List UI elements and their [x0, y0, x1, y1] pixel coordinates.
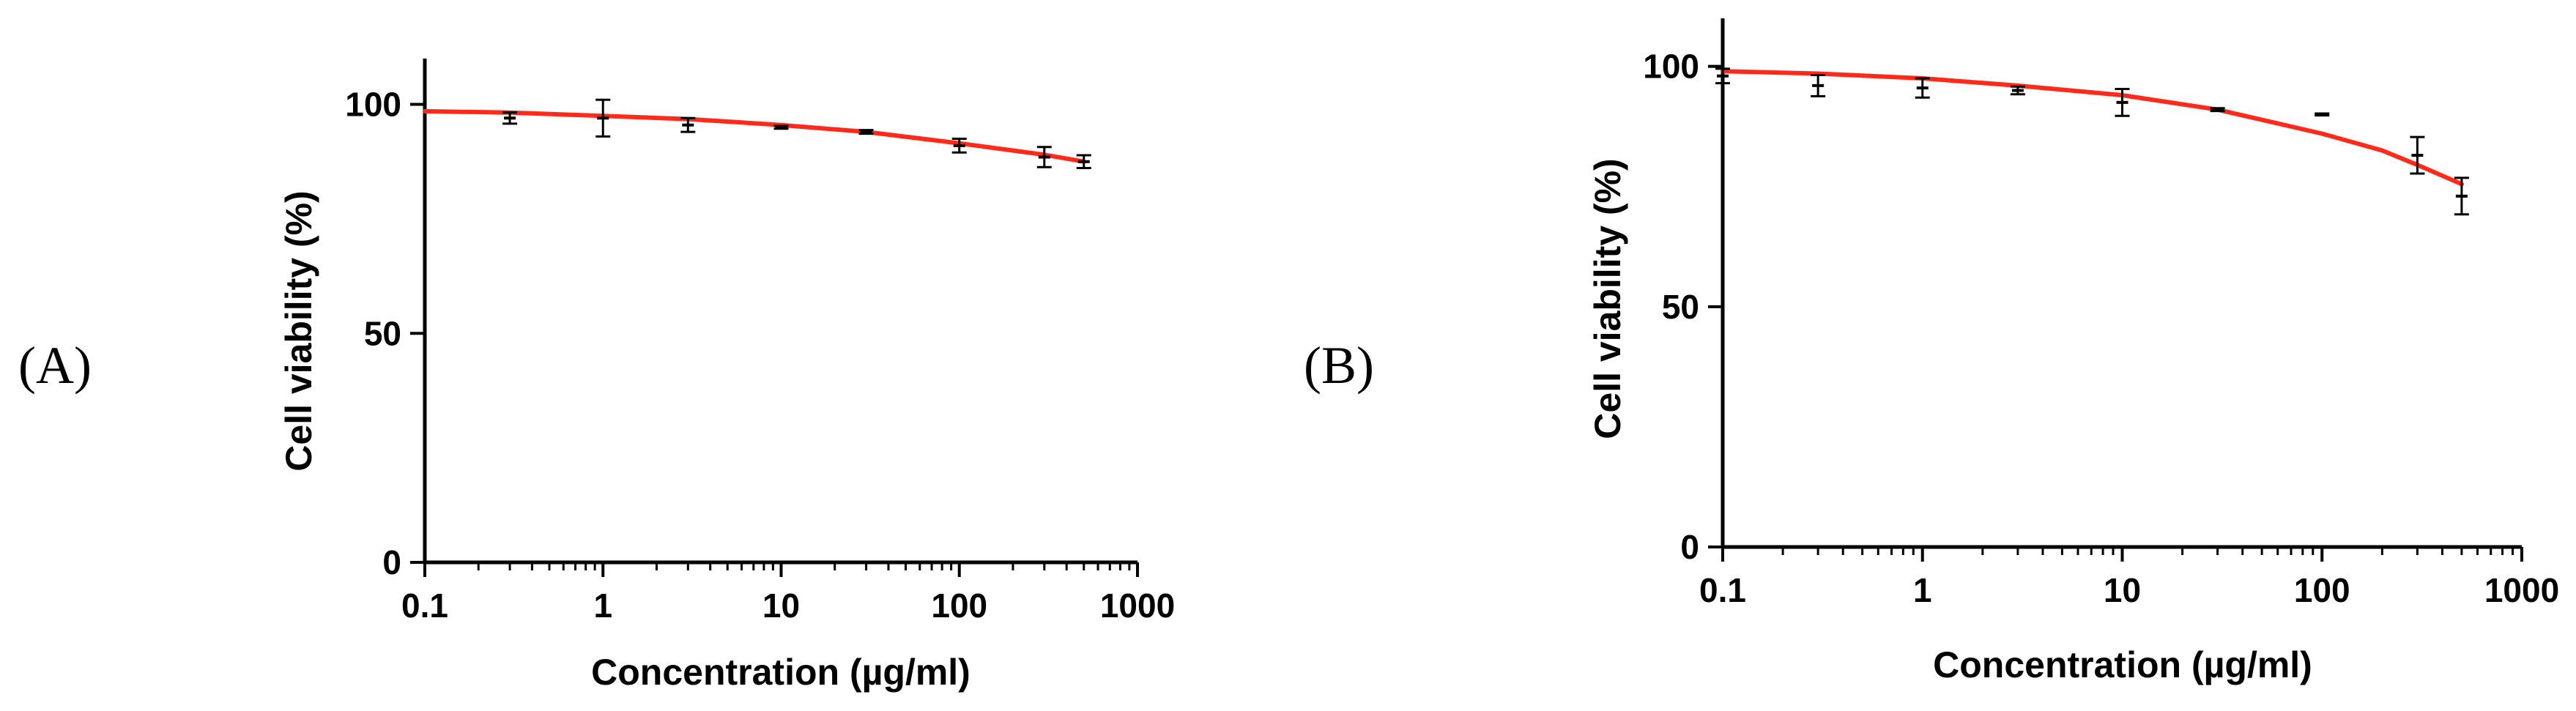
data-point-a-1	[595, 98, 611, 138]
data-point-a-0	[502, 111, 518, 125]
data-point-b-3	[2010, 85, 2025, 96]
y-tick-label-a-2: 100	[345, 86, 401, 124]
fit-a	[423, 108, 1086, 164]
x-axis-title-b: Concentration (µg/ml)	[1933, 644, 2312, 685]
x-axis-title-a: Concentration (µg/ml)	[591, 652, 970, 693]
y-ticks-b: 0 50 100	[1643, 48, 1723, 566]
axes-a	[423, 59, 1137, 565]
y-axis-title-a: Cell viability (%)	[278, 190, 319, 471]
data-point-a-7	[1076, 154, 1091, 169]
y-tick-label-a-0: 0	[382, 543, 401, 581]
x-tick-label-a-2: 10	[762, 587, 800, 625]
panel-label-b: (B)	[1304, 336, 1374, 395]
x-tick-label-a-0: 0.1	[401, 587, 448, 625]
y-tick-label-a-1: 50	[364, 314, 401, 352]
chart-b: 0.1 1 10 100 1000 0 50 100 Concentration (µg/m…	[1587, 18, 2559, 685]
x-tick-label-a-4: 1000	[1100, 587, 1175, 625]
x-tick-label-b-2: 10	[2104, 571, 2141, 609]
fit-curve-b	[1721, 69, 2464, 187]
data-point-a-5	[951, 137, 967, 154]
data-point-a-2	[680, 116, 696, 133]
data-point-b-6	[2315, 112, 2330, 117]
x-ticks-b: 0.1 1 10 100 1000	[1699, 547, 2559, 609]
y-axis-title-b: Cell viability (%)	[1587, 158, 1628, 439]
chart-a: 0.1 1 10 100 1000 0 50 100 Concentration (µg/m…	[278, 59, 1175, 693]
points-a	[502, 98, 1091, 169]
data-point-b-8	[2454, 176, 2469, 216]
points-b	[1715, 67, 2469, 216]
data-point-b-0	[1715, 67, 1730, 85]
fit-curve-a	[423, 108, 1086, 164]
data-point-b-4	[2115, 87, 2130, 117]
y-tick-label-b-0: 0	[1680, 528, 1699, 566]
data-point-b-7	[2410, 135, 2425, 175]
data-point-b-5	[2210, 107, 2225, 113]
y-ticks-a: 0 50 100	[345, 86, 425, 581]
x-tick-label-b-3: 100	[2294, 571, 2350, 609]
data-point-b-1	[1811, 73, 1826, 97]
y-tick-label-b-2: 100	[1643, 48, 1699, 86]
data-point-b-2	[1915, 77, 1930, 99]
x-tick-label-b-4: 1000	[2484, 571, 2559, 609]
x-tick-label-b-0: 0.1	[1699, 571, 1746, 609]
fit-b	[1721, 69, 2464, 187]
panel-label-a: (A)	[18, 336, 92, 395]
x-tick-label-b-1: 1	[1913, 571, 1932, 609]
data-point-a-4	[858, 129, 874, 135]
x-tick-label-a-1: 1	[593, 587, 612, 625]
x-tick-label-a-3: 100	[931, 587, 987, 625]
y-tick-label-b-1: 50	[1662, 288, 1699, 326]
data-point-a-6	[1036, 146, 1052, 168]
x-ticks-a: 0.1 1 10 100 1000	[401, 562, 1175, 625]
data-point-a-3	[773, 124, 789, 130]
